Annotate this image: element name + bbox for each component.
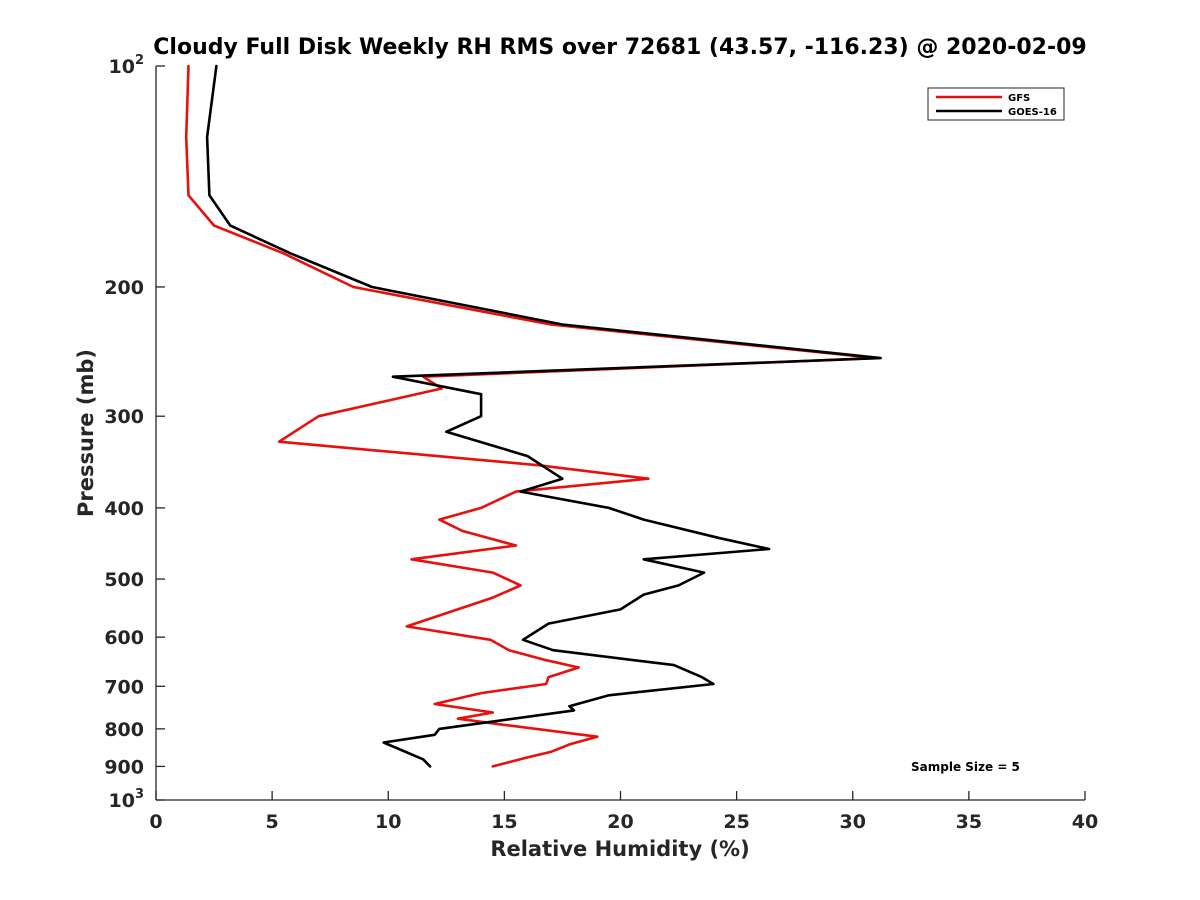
x-tick-label: 30 [840, 811, 866, 833]
x-tick-label: 15 [491, 811, 517, 833]
legend-box [927, 87, 1065, 121]
sample-size-annotation: Sample Size = 5 [911, 760, 1020, 774]
y-tick-label: 300 [104, 406, 144, 428]
series-layer [184, 64, 882, 768]
y-tick-label: 103 [109, 787, 145, 812]
y-tick-base: 10 [109, 56, 135, 78]
x-ticks: 0 5 10 15 20 25 30 35 40 [149, 791, 1098, 833]
y-tick-label: 900 [104, 756, 144, 778]
legend: GFS GOES-16 [927, 87, 1065, 121]
y-tick-label: 102 [109, 53, 145, 78]
legend-label-gfs: GFS [1008, 93, 1030, 104]
x-axis-label: Relative Humidity (%) [490, 837, 749, 861]
y-tick-label: 800 [104, 719, 144, 741]
y-tick-label: 400 [104, 498, 144, 520]
y-tick-label: 600 [104, 627, 144, 649]
x-tick-label: 35 [956, 811, 982, 833]
series-line-goes-16 [205, 64, 882, 768]
x-tick-label: 0 [149, 811, 162, 833]
y-axis-label: Pressure (mb) [74, 349, 98, 517]
y-tick-label: 500 [104, 569, 144, 591]
legend-label-goes16: GOES-16 [1008, 107, 1057, 118]
x-tick-label: 20 [607, 811, 633, 833]
x-tick-label: 5 [266, 811, 279, 833]
x-tick-label: 10 [375, 811, 401, 833]
x-tick-label: 25 [723, 811, 749, 833]
plot-background [156, 66, 1085, 800]
x-tick-label: 40 [1072, 811, 1098, 833]
y-tick-exponent: 3 [135, 787, 144, 802]
y-tick-label: 700 [104, 676, 144, 698]
plot-area [156, 66, 1085, 800]
y-tick-exponent: 2 [135, 53, 144, 68]
chart-title: Cloudy Full Disk Weekly RH RMS over 7268… [153, 35, 1086, 60]
y-tick-label: 200 [104, 277, 144, 299]
y-tick-base: 10 [109, 790, 135, 812]
